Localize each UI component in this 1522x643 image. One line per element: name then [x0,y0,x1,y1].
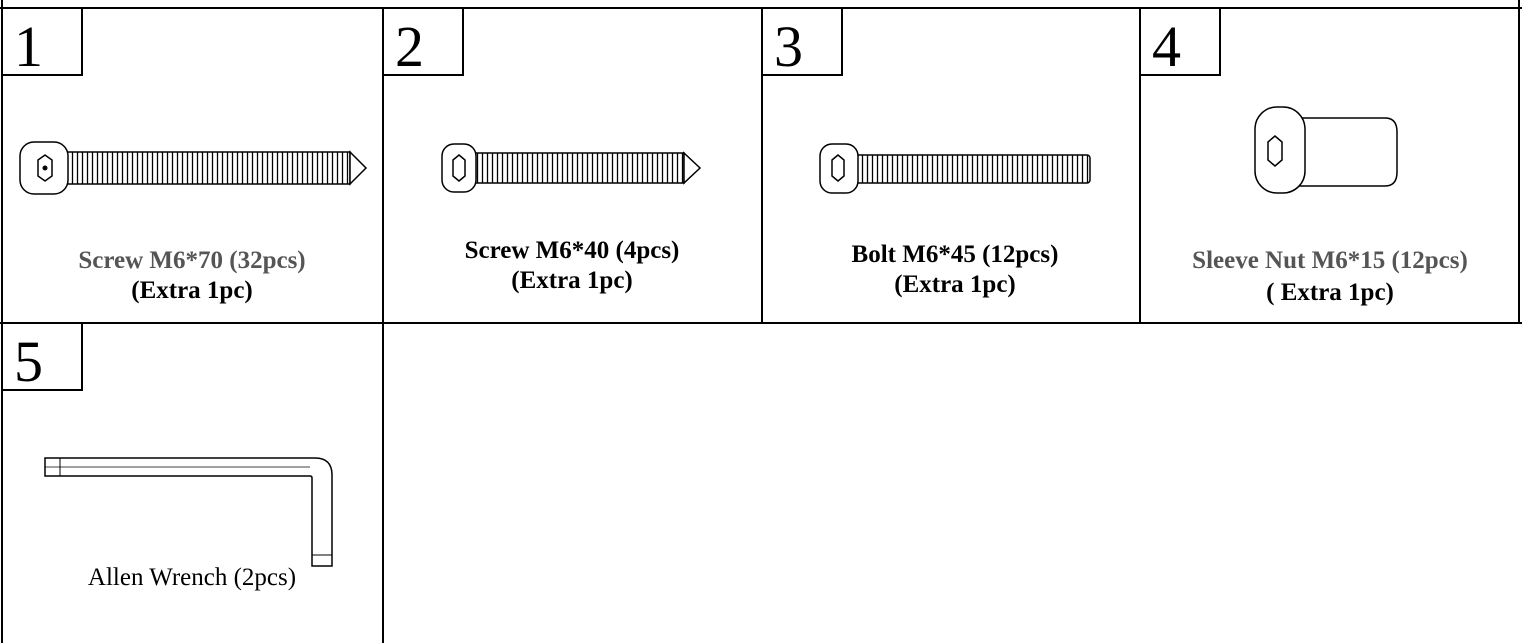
item-cell: 3 Bolt M6*45 (12pcs) (Extra 1pc) [761,7,1091,298]
item-cell: 2 Screw M6*40 (4pcs) (Extra 1pc) [382,7,702,294]
number-box [382,7,464,76]
item-label: (Extra 1pc) [131,277,253,304]
item-label: Bolt M6*45 (12pcs) [852,241,1059,268]
allen-wrench-drawing [44,457,333,567]
item-label: Screw M6*40 (4pcs) [465,237,680,264]
item-number: 2 [395,14,424,79]
bolt-drawing [819,143,1091,194]
sleeve-nut-drawing [1254,106,1398,194]
item-cell: 1 Screw M6*70 (32pcs) (Extra 1pc) [1,7,368,304]
item-label: (Extra 1pc) [894,271,1016,298]
item-label: (Extra 1pc) [511,267,633,294]
item-label: Screw M6*70 (32pcs) [78,247,305,274]
number-box [1139,7,1221,76]
item-cell: 5 Allen Wrench (2pcs) [1,322,333,591]
item-label: Allen Wrench (2pcs) [88,564,296,591]
number-box [1,322,83,391]
item-label: Sleeve Nut M6*15 (12pcs) [1192,247,1468,274]
number-box [1,7,83,76]
screw-drawing [441,143,702,193]
item-label: ( Extra 1pc) [1266,279,1394,306]
item-number: 1 [14,14,43,79]
item-number: 3 [774,14,803,79]
item-number: 4 [1152,14,1181,79]
item-number: 5 [14,329,43,394]
number-box [761,7,843,76]
item-cell: 4 Sleeve Nut M6*15 (12pcs) ( Extra 1pc) [1139,7,1468,306]
screw-drawing [19,141,368,195]
